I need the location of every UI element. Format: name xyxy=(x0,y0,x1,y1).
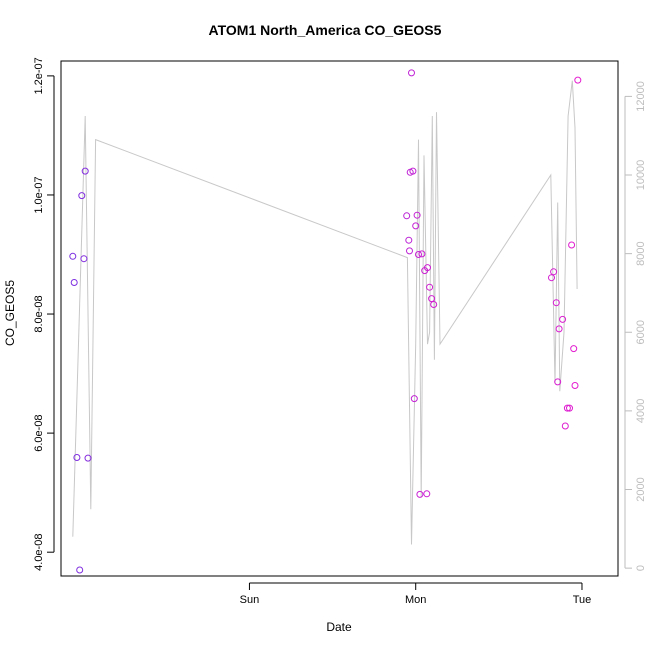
data-point xyxy=(418,250,426,258)
data-point xyxy=(405,236,413,244)
altitude-line xyxy=(72,80,578,545)
data-point xyxy=(563,404,571,412)
secondary-y-tick-label: 10000 xyxy=(635,160,647,191)
points-layer xyxy=(69,69,582,574)
data-point xyxy=(69,252,77,260)
data-point xyxy=(73,454,81,461)
data-point xyxy=(70,279,78,286)
secondary-y-tick-label: 6000 xyxy=(635,320,647,344)
data-point xyxy=(571,382,579,389)
data-point xyxy=(413,211,421,219)
data-point xyxy=(552,299,560,307)
altitude-line-layer xyxy=(72,80,578,545)
data-point xyxy=(555,325,563,333)
data-point xyxy=(423,490,431,498)
axes-layer: Sun Mon Tue 4.0e-08 6.0e-08 8.0e-08 1.0e-07 1.2… xyxy=(33,57,647,606)
y-tick-label: 8.0e-08 xyxy=(33,295,45,332)
data-point xyxy=(406,247,413,255)
data-point xyxy=(568,241,576,249)
secondary-y-tick-label: 4000 xyxy=(635,399,647,423)
data-point xyxy=(554,378,562,386)
y-axis-label: CO_GEOS5 xyxy=(3,280,17,346)
secondary-y-tick-label: 8000 xyxy=(635,241,647,265)
data-point xyxy=(548,274,555,282)
data-point xyxy=(410,395,418,403)
y-tick-label: 6.0e-08 xyxy=(33,414,45,451)
data-point xyxy=(426,283,434,291)
data-point xyxy=(78,192,86,200)
secondary-y-tick-label: 12000 xyxy=(635,81,647,112)
x-tick-label: Tue xyxy=(573,594,592,606)
data-point xyxy=(570,345,578,353)
data-point xyxy=(412,222,420,230)
data-point xyxy=(561,422,569,430)
data-point xyxy=(559,315,567,323)
data-point xyxy=(428,295,436,303)
data-point xyxy=(424,264,431,272)
data-point xyxy=(415,251,422,258)
data-point xyxy=(416,490,424,498)
data-point xyxy=(566,404,573,412)
plot-frame xyxy=(60,60,619,577)
data-point xyxy=(550,268,558,276)
data-point xyxy=(574,76,582,84)
data-point xyxy=(403,212,411,220)
data-point xyxy=(408,69,415,77)
x-tick-label: Sun xyxy=(240,594,260,606)
x-axis-label: Date xyxy=(326,620,352,634)
data-point xyxy=(81,167,89,175)
y-tick-label: 1.0e-07 xyxy=(33,176,45,213)
chart-title: ATOM1 North_America CO_GEOS5 xyxy=(209,22,442,38)
secondary-y-tick-label: 2000 xyxy=(635,477,647,501)
data-point xyxy=(430,301,438,308)
y-tick-label: 4.0e-08 xyxy=(33,534,45,571)
data-point xyxy=(84,454,92,462)
data-point xyxy=(409,167,417,175)
data-point xyxy=(76,566,84,574)
x-tick-label: Mon xyxy=(405,594,426,606)
data-point xyxy=(80,255,88,263)
y-tick-label: 1.2e-07 xyxy=(33,57,45,94)
secondary-y-tick-label: 0 xyxy=(635,565,647,571)
